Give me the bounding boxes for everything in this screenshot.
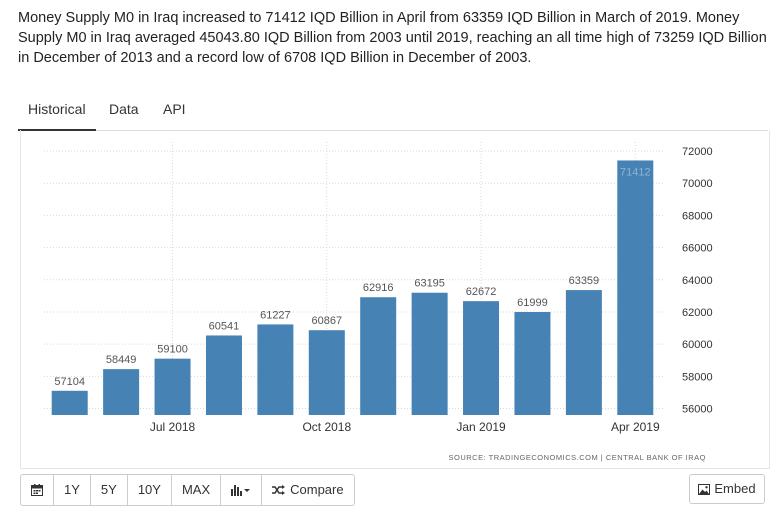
x-tick-label: Oct 2018 [302, 420, 351, 434]
chart-toolbar: 1Y 5Y 10Y MAX Compare [20, 474, 355, 506]
bar-chart-icon [231, 485, 251, 496]
y-tick-label: 66000 [682, 243, 713, 255]
bar-value-label: 62916 [363, 282, 394, 294]
shuffle-icon [272, 485, 286, 495]
y-tick-label: 58000 [682, 371, 713, 383]
bar [617, 160, 654, 415]
compare-button[interactable]: Compare [262, 475, 353, 505]
y-tick-label: 56000 [682, 404, 713, 416]
x-tick-label: Jan 2019 [456, 420, 506, 434]
calendar-button[interactable] [21, 475, 54, 505]
compare-label: Compare [290, 482, 344, 497]
bar [154, 358, 191, 415]
bar-value-label: 61999 [517, 297, 548, 309]
bar [308, 330, 345, 415]
tab-api[interactable]: API [163, 101, 186, 117]
range-max-button[interactable]: MAX [172, 475, 222, 505]
range-10y-button[interactable]: 10Y [128, 475, 172, 505]
bar [565, 290, 602, 415]
y-tick-label: 62000 [682, 307, 713, 319]
bar-value-label: 61227 [260, 309, 291, 321]
bar-value-label: 57104 [54, 376, 85, 388]
bar [463, 301, 500, 415]
y-tick-label: 68000 [682, 210, 713, 222]
y-tick-label: 70000 [682, 178, 713, 190]
bar-chart: 56000 58000 60000 62000 64000 66000 68000 70000… [44, 142, 713, 462]
y-tick-label: 72000 [682, 146, 713, 158]
bar-value-label: 59100 [157, 344, 188, 356]
tab-data[interactable]: Data [109, 101, 139, 117]
bar [411, 292, 448, 415]
embed-button[interactable]: Embed [689, 474, 765, 504]
bar-value-label: 71412 [620, 166, 651, 178]
bar [514, 311, 551, 415]
bar-value-label: 62672 [466, 286, 497, 298]
chart-area: 56000 58000 60000 62000 64000 66000 68000 70000… [20, 130, 770, 469]
caret-down-icon [244, 489, 251, 492]
bar [103, 369, 140, 415]
range-1y-button[interactable]: 1Y [54, 475, 91, 505]
range-5y-button[interactable]: 5Y [91, 475, 128, 505]
bar-value-label: 60867 [311, 315, 342, 327]
bar [51, 390, 88, 415]
chart-type-button[interactable] [221, 475, 263, 505]
image-icon [698, 483, 711, 495]
bar [360, 297, 397, 415]
bar [205, 335, 242, 415]
x-tick-label: Jul 2018 [150, 420, 196, 434]
summary-text: Money Supply M0 in Iraq increased to 714… [18, 10, 767, 66]
tab-bar: Historical Data API [18, 92, 768, 131]
bar-value-label: 60541 [209, 320, 240, 332]
bar-value-label: 63195 [414, 278, 445, 290]
bar-value-label: 58449 [106, 354, 137, 366]
calendar-icon [31, 484, 43, 496]
bar [257, 324, 294, 415]
source-note: SOURCE: TRADINGECONOMICS.COM | CENTRAL B… [449, 453, 706, 462]
embed-label: Embed [714, 481, 756, 496]
y-tick-label: 60000 [682, 339, 713, 351]
tab-historical[interactable]: Historical [18, 92, 96, 131]
y-tick-label: 64000 [682, 275, 713, 287]
x-tick-label: Apr 2019 [611, 420, 660, 434]
bar-value-label: 63359 [569, 275, 600, 287]
